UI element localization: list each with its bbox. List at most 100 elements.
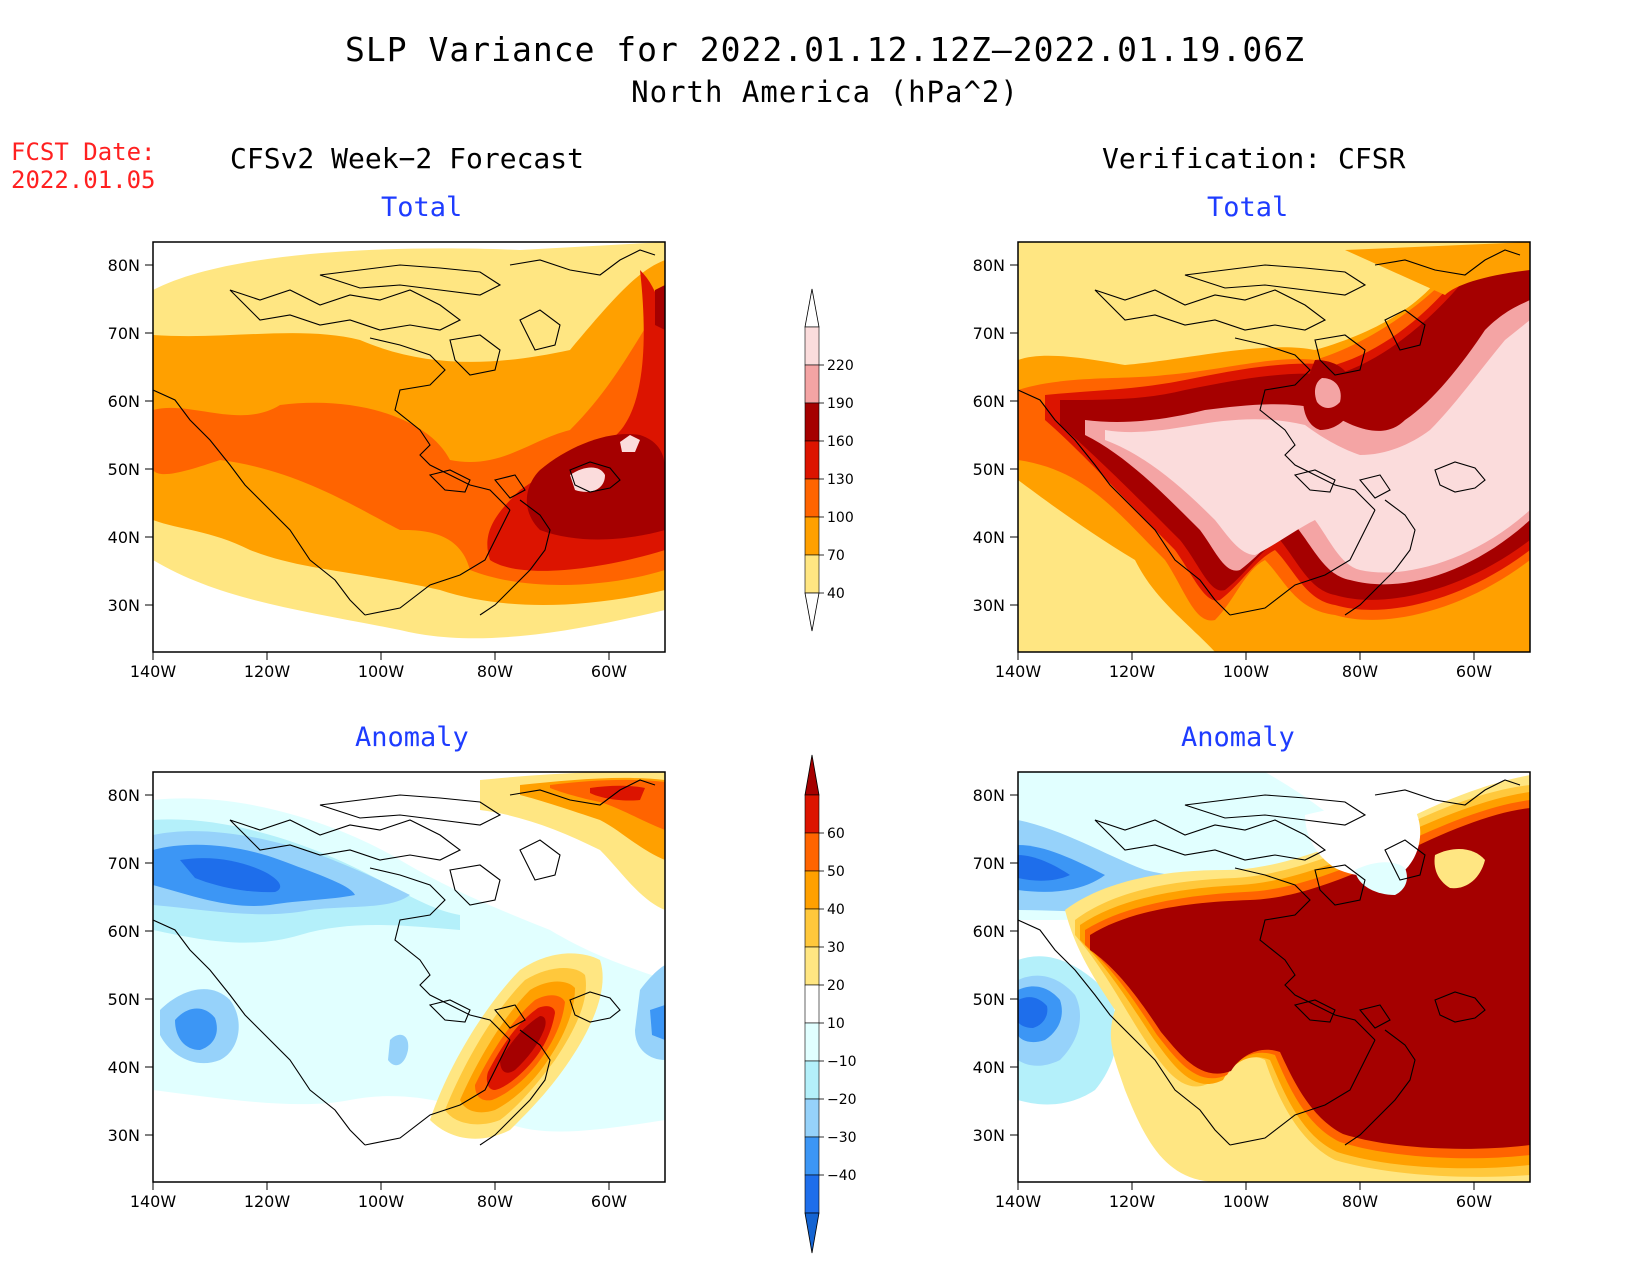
- colorbar-anomaly-swatch: [804, 1098, 820, 1138]
- lat-tick-40n: 40N: [973, 528, 1005, 547]
- lat-tick-60n: 60N: [973, 392, 1005, 411]
- column-title-forecast: CFSv2 Week−2 Forecast: [230, 142, 585, 175]
- lon-tick-60w: 60W: [591, 1192, 627, 1211]
- panel-title-forecast-anomaly: Anomaly: [355, 722, 469, 753]
- colorbar-anomaly-label: 60: [827, 826, 845, 842]
- colorbar-total-swatch: [804, 326, 820, 366]
- lon-tick-100w: 100W: [358, 662, 405, 681]
- colorbar-anomaly-label: 50: [827, 864, 845, 880]
- panel-title-verif-total: Total: [1207, 192, 1289, 223]
- colorbar-total-swatch: [804, 402, 820, 442]
- lat-tick-70n: 70N: [108, 854, 140, 873]
- colorbar-total-swatch: [804, 478, 820, 518]
- colorbar-anomaly: 60 50 40 30 20 10 −10 −20 −30 −40: [804, 754, 857, 1254]
- lat-tick-40n: 40N: [108, 528, 140, 547]
- lat-tick-50n: 50N: [973, 460, 1005, 479]
- lat-tick-30n: 30N: [108, 1126, 140, 1145]
- lat-tick-70n: 70N: [108, 324, 140, 343]
- colorbar-total-swatch: [804, 364, 820, 404]
- colorbar-anomaly-swatch: [804, 984, 820, 1024]
- colorbar-anomaly-label: 20: [827, 978, 845, 994]
- lon-tick-140w: 140W: [130, 662, 177, 681]
- lat-tick-50n: 50N: [973, 990, 1005, 1009]
- colorbar-anomaly-swatch: [804, 1022, 820, 1062]
- lon-tick-80w: 80W: [477, 662, 513, 681]
- colorbar-total-label: 70: [827, 548, 845, 564]
- colorbar-anomaly-swatch: [804, 946, 820, 986]
- map-verification-anomaly: 80N 70N 60N 50N 40N 30N 140W 120W 100W 8…: [973, 771, 1531, 1211]
- lat-tick-60n: 60N: [108, 392, 140, 411]
- colorbar-anomaly-swatch: [804, 1136, 820, 1176]
- lat-tick-80n: 80N: [108, 786, 140, 805]
- fcst-date-value: 2022.01.05: [11, 166, 156, 194]
- colorbar-anomaly-swatch: [804, 794, 820, 834]
- lon-tick-120w: 120W: [244, 1192, 291, 1211]
- colorbar-total-label: 220: [827, 358, 854, 374]
- lat-tick-60n: 60N: [108, 922, 140, 941]
- lat-tick-40n: 40N: [108, 1058, 140, 1077]
- lon-tick-120w: 120W: [1109, 662, 1156, 681]
- main-subtitle: North America (hPa^2): [631, 75, 1019, 109]
- lon-tick-120w: 120W: [244, 662, 291, 681]
- column-title-verification: Verification: CFSR: [1102, 142, 1406, 175]
- map-forecast-total: 80N 70N 60N 50N 40N 30N 140W 120W 100W 8…: [108, 241, 666, 681]
- colorbar-total-label: 100: [827, 510, 854, 526]
- colorbar-total-swatch: [804, 440, 820, 480]
- fcst-date-label: FCST Date:: [11, 138, 156, 166]
- colorbar-anomaly-label: −10: [827, 1054, 857, 1070]
- colorbar-total-label: 160: [827, 434, 854, 450]
- map-forecast-anomaly: 80N 70N 60N 50N 40N 30N 140W 120W 100W 8…: [108, 771, 666, 1211]
- lon-tick-140w: 140W: [130, 1192, 177, 1211]
- lat-tick-80n: 80N: [108, 256, 140, 275]
- colorbar-anomaly-label: −20: [827, 1092, 857, 1108]
- colorbar-anomaly-swatch: [804, 1060, 820, 1100]
- colorbar-anomaly-label: 10: [827, 1016, 845, 1032]
- lon-tick-80w: 80W: [1342, 662, 1378, 681]
- lat-tick-70n: 70N: [973, 324, 1005, 343]
- colorbar-total-label: 190: [827, 396, 854, 412]
- lat-tick-30n: 30N: [108, 596, 140, 615]
- colorbar-anomaly-swatch: [804, 870, 820, 910]
- colorbar-anomaly-swatch: [804, 908, 820, 948]
- lat-tick-50n: 50N: [108, 990, 140, 1009]
- colorbar-total-label: 40: [827, 586, 845, 602]
- panel-title-verif-anomaly: Anomaly: [1181, 722, 1295, 753]
- colorbar-total-swatch: [804, 554, 820, 594]
- colorbar-anomaly-tip-top: [804, 754, 820, 796]
- lon-tick-100w: 100W: [358, 1192, 405, 1211]
- colorbar-total-tip-top: [804, 288, 820, 328]
- colorbar-total-tip-bottom: [804, 592, 820, 632]
- colorbar-anomaly-swatch: [804, 1174, 820, 1214]
- lat-tick-60n: 60N: [973, 922, 1005, 941]
- lat-tick-40n: 40N: [973, 1058, 1005, 1077]
- lat-tick-30n: 30N: [973, 596, 1005, 615]
- colorbar-anomaly-swatch: [804, 832, 820, 872]
- colorbar-anomaly-label: 30: [827, 940, 845, 956]
- lat-tick-80n: 80N: [973, 256, 1005, 275]
- lon-tick-60w: 60W: [1456, 1192, 1492, 1211]
- colorbar-total-swatch: [804, 516, 820, 556]
- lon-tick-120w: 120W: [1109, 1192, 1156, 1211]
- lat-tick-50n: 50N: [108, 460, 140, 479]
- lon-tick-60w: 60W: [591, 662, 627, 681]
- fcst-date-block: FCST Date: 2022.01.05: [11, 138, 156, 194]
- colorbar-anomaly-label: 40: [827, 902, 845, 918]
- colorbar-anomaly-label: −30: [827, 1130, 857, 1146]
- lon-tick-140w: 140W: [995, 1192, 1042, 1211]
- panel-title-forecast-total: Total: [381, 192, 463, 223]
- colorbar-anomaly-tip-bottom: [804, 1212, 820, 1254]
- lat-tick-70n: 70N: [973, 854, 1005, 873]
- lon-tick-140w: 140W: [995, 662, 1042, 681]
- lat-tick-80n: 80N: [973, 786, 1005, 805]
- lon-tick-60w: 60W: [1456, 662, 1492, 681]
- lon-tick-80w: 80W: [477, 1192, 513, 1211]
- lon-tick-100w: 100W: [1223, 1192, 1270, 1211]
- lon-tick-100w: 100W: [1223, 662, 1270, 681]
- colorbar-total: 220 190 160 130 100 70 40: [804, 288, 854, 632]
- lat-tick-30n: 30N: [973, 1126, 1005, 1145]
- colorbar-anomaly-label: −40: [827, 1168, 857, 1184]
- main-title: SLP Variance for 2022.01.12.12Z–2022.01.…: [345, 30, 1305, 69]
- map-verification-total: 80N 70N 60N 50N 40N 30N 140W 120W 100W 8…: [973, 241, 1531, 681]
- lon-tick-80w: 80W: [1342, 1192, 1378, 1211]
- colorbar-total-label: 130: [827, 472, 854, 488]
